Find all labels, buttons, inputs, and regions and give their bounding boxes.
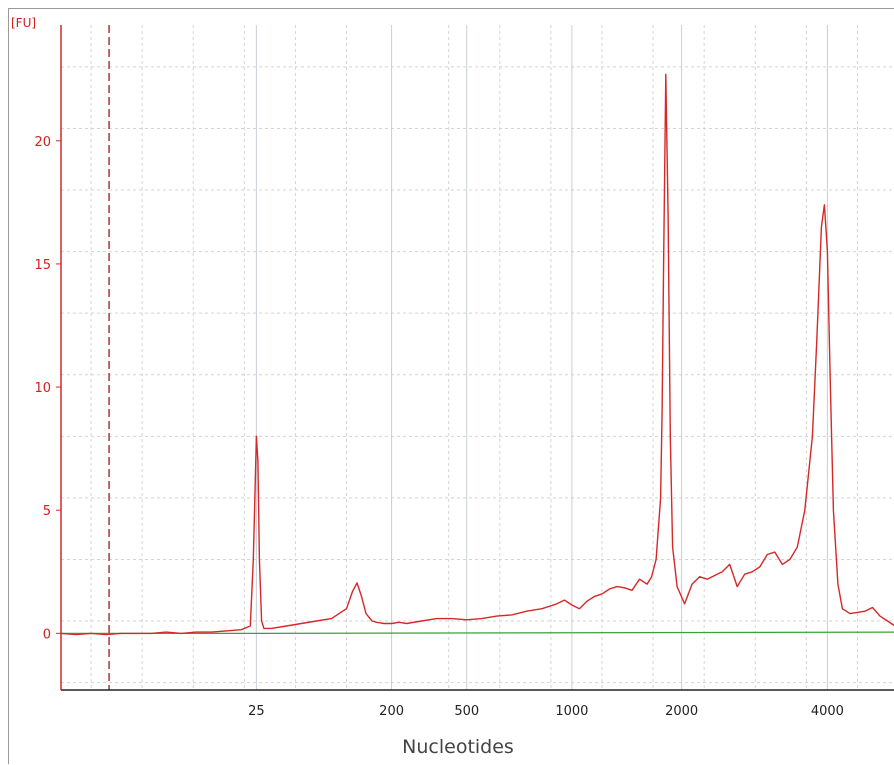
y-tick-label: 20 [34, 135, 51, 150]
y-axis-label: [FU] [11, 16, 36, 30]
x-tick-label: 2000 [665, 704, 698, 719]
y-tick-label: 5 [43, 504, 51, 519]
y-tick-label: 10 [34, 381, 51, 396]
grid [61, 25, 894, 690]
x-tick-label: 1000 [555, 704, 588, 719]
x-tick-label: 25 [248, 704, 265, 719]
plot-background [61, 25, 894, 690]
series-line-trace [60, 73, 894, 636]
y-tick-label: 0 [43, 627, 51, 642]
x-tick-label: 4000 [811, 704, 844, 719]
electropherogram-chart: 0 5 10 15 20 25 200 500 1000 2000 4000 [FU] Nucle… [11, 16, 894, 758]
y-tick-labels: 0 5 10 15 20 [34, 135, 61, 642]
x-tick-label: 500 [454, 704, 479, 719]
y-tick-label: 15 [34, 258, 51, 273]
x-axis-label: Nucleotides [402, 736, 514, 758]
chart-frame: 0 5 10 15 20 25 200 500 1000 2000 4000 [FU] Nucle… [8, 8, 894, 764]
x-tick-label: 200 [379, 704, 404, 719]
series-group [60, 73, 894, 636]
axes-group [60, 25, 894, 691]
x-tick-labels: 25 200 500 1000 2000 4000 [248, 704, 844, 719]
